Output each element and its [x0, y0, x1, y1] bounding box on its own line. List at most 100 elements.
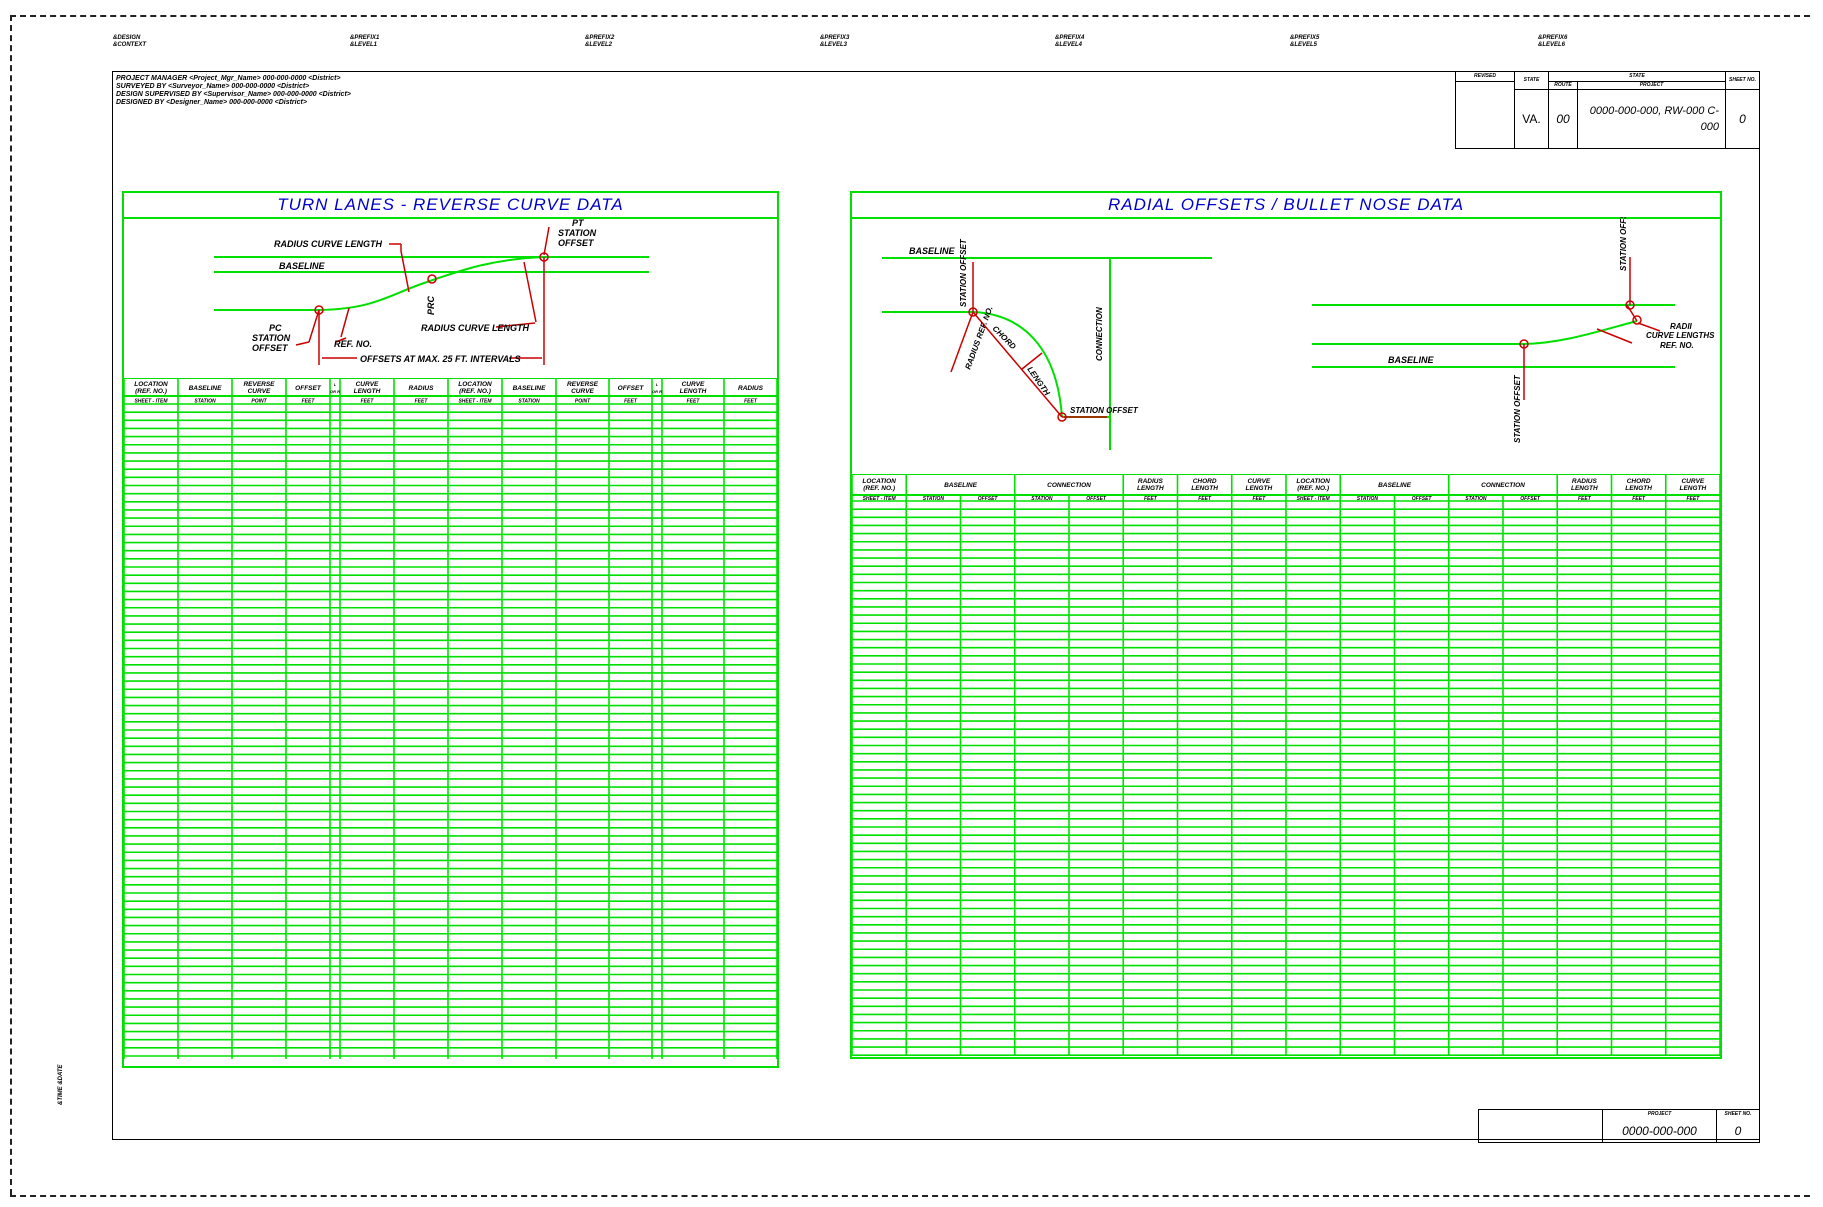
diagram-label-pt-offset: OFFSET: [558, 238, 595, 248]
sub-header-6: FEET: [1198, 496, 1212, 502]
group-header2-11: LENGTH: [1680, 485, 1707, 492]
diagram-station-offset-bottom: STATION OFFSET: [1070, 406, 1139, 415]
group-header-3: RADIUS: [1138, 478, 1164, 485]
diagram-station-offset-vert: STATION OFFSET: [1513, 374, 1522, 443]
diagram-length: LENGTH: [1025, 365, 1051, 397]
sheet-border-bottom: [10, 1195, 1810, 1197]
route-label: ROUTE: [1548, 81, 1578, 90]
sub-header-11: STATION: [1465, 496, 1487, 502]
top-label-3: &PREFIX2 &LEVEL2: [585, 35, 614, 49]
col-header2-7: (REF. NO.): [459, 388, 491, 395]
group-header-9: RADIUS: [1572, 478, 1598, 485]
top-label-line1: &PREFIX1: [350, 35, 380, 41]
group-header-0: LOCATION: [862, 478, 896, 485]
col-sub-0: SHEET - ITEM: [134, 399, 168, 405]
col-sub-8: STATION: [518, 399, 540, 405]
diagram-radii: RADII: [1670, 322, 1693, 331]
top-label-line1: &PREFIX2: [585, 35, 615, 41]
header-designed-by: DESIGNED BY <Designer_Name> 000-000-0000…: [116, 99, 307, 106]
turn-lanes-table: LOCATION(REF. NO.)SHEET - ITEMBASELINEST…: [124, 378, 777, 1059]
sub-header-8: SHEET - ITEM: [1297, 496, 1331, 502]
col-sub-13: FEET: [744, 399, 758, 405]
col-header-10: OFFSET: [618, 385, 645, 392]
group-header2-5: LENGTH: [1246, 485, 1273, 492]
group-header2-10: LENGTH: [1625, 485, 1652, 492]
sub-header-9: STATION: [1357, 496, 1379, 502]
col-header2-0: (REF. NO.): [135, 388, 167, 395]
sub-header-15: FEET: [1686, 496, 1700, 502]
col-header-8: BASELINE: [513, 385, 547, 392]
top-label-line2: &LEVEL6: [1538, 42, 1566, 48]
top-label-7: &PREFIX6 &LEVEL6: [1538, 35, 1567, 49]
sub-header-4: OFFSET: [1086, 496, 1107, 502]
sub-header-10: OFFSET: [1412, 496, 1433, 502]
state-value: VA.: [1514, 89, 1549, 149]
sub-header-7: FEET: [1252, 496, 1266, 502]
top-label-line2: &LEVEL5: [1290, 42, 1318, 48]
header-info: PROJECT MANAGER <Project_Mgr_Name> 000-0…: [116, 75, 351, 107]
diagram-ref-no: REF. NO.: [1660, 341, 1694, 350]
col-header-2: REVERSE: [243, 381, 275, 388]
col-header-4: L: [334, 382, 337, 387]
col-sub-7: SHEET - ITEM: [458, 399, 492, 405]
top-label-line2: &CONTEXT: [113, 42, 146, 48]
title-block: REVISED STATE STATE SHEET NO. ROUTE PROJ…: [1455, 71, 1760, 149]
col-header-1: BASELINE: [189, 385, 223, 392]
group-header2-9: LENGTH: [1571, 485, 1598, 492]
col-sub-1: STATION: [194, 399, 216, 405]
group-header-4: CHORD: [1193, 478, 1217, 485]
col-header-7: LOCATION: [458, 381, 492, 388]
top-label-1: &DESIGN &CONTEXT: [113, 35, 146, 49]
col-sub-3: FEET: [302, 399, 316, 405]
state-header: STATE: [1548, 71, 1726, 82]
diagram-label-prc: PRC: [426, 295, 436, 315]
group-header2-3: LENGTH: [1137, 485, 1164, 492]
diagram-label-ref-no: REF. NO.: [334, 339, 372, 349]
bottom-project-label: PROJECT: [1602, 1109, 1717, 1120]
top-label-4: &PREFIX3 &LEVEL3: [820, 35, 849, 49]
bottom-blank-cell: [1478, 1109, 1603, 1143]
diagram-label-pc: PC: [269, 323, 282, 333]
state-label: STATE: [1514, 71, 1549, 90]
top-label-5: &PREFIX4 &LEVEL4: [1055, 35, 1084, 49]
top-label-line2: &LEVEL2: [585, 42, 613, 48]
sheet-border-left: [10, 15, 12, 1195]
bottom-sheet-label: SHEET NO.: [1716, 1109, 1760, 1120]
group-header-6: LOCATION: [1296, 478, 1330, 485]
col-header-12: CURVE: [682, 381, 705, 388]
revised-cell: [1455, 81, 1515, 149]
col-header2-12: LENGTH: [680, 388, 707, 395]
drawing-frame: [112, 71, 1760, 1140]
radial-offsets-table: LOCATION(REF. NO.) BASELINE CONNECTIONRADI…: [852, 474, 1720, 1056]
bullet-nose-diagram: BASELINE STATION OFFSET CONNECTION CHORD…: [882, 217, 1715, 450]
bottom-project-value: 0000-000-000: [1602, 1119, 1717, 1143]
col-header-3: OFFSET: [295, 385, 322, 392]
turn-lanes-title: TURN LANES - REVERSE CURVE DATA: [124, 193, 777, 219]
turn-lanes-panel: TURN LANES - REVERSE CURVE DATA RADIUS C…: [122, 191, 779, 1068]
sub-header-5: FEET: [1144, 496, 1158, 502]
sheet-no-label: SHEET NO.: [1725, 71, 1760, 90]
col-header-5: CURVE: [356, 381, 379, 388]
col-header-0: LOCATION: [134, 381, 168, 388]
group-header-10: CHORD: [1627, 478, 1651, 485]
col-header-11: L: [656, 382, 659, 387]
diagram-label-pt: PT: [572, 218, 585, 228]
top-label-line1: &PREFIX4: [1055, 35, 1085, 41]
col-sub-9: POINT: [575, 399, 591, 405]
sub-header-14: FEET: [1632, 496, 1646, 502]
diagram-station-offset-left: STATION OFFSET: [959, 238, 968, 307]
col-header-9: REVERSE: [567, 381, 599, 388]
bottom-sheet-value: 0: [1716, 1119, 1760, 1143]
diagram-label-pt-station: STATION: [558, 228, 597, 238]
route-value: 00: [1548, 89, 1578, 149]
col-header-13: RADIUS: [738, 385, 764, 392]
col-header2-5: LENGTH: [354, 388, 381, 395]
col-header2-2: CURVE: [248, 388, 271, 395]
radial-offsets-title: RADIAL OFFSETS / BULLET NOSE DATA: [852, 193, 1720, 219]
group-header-8: CONNECTION: [1481, 482, 1525, 489]
top-label-line2: &LEVEL1: [350, 42, 378, 48]
sub-header-13: FEET: [1578, 496, 1592, 502]
top-label-line1: &PREFIX5: [1290, 35, 1320, 41]
group-header-5: CURVE: [1247, 478, 1270, 485]
col-sub-5: FEET: [361, 399, 375, 405]
